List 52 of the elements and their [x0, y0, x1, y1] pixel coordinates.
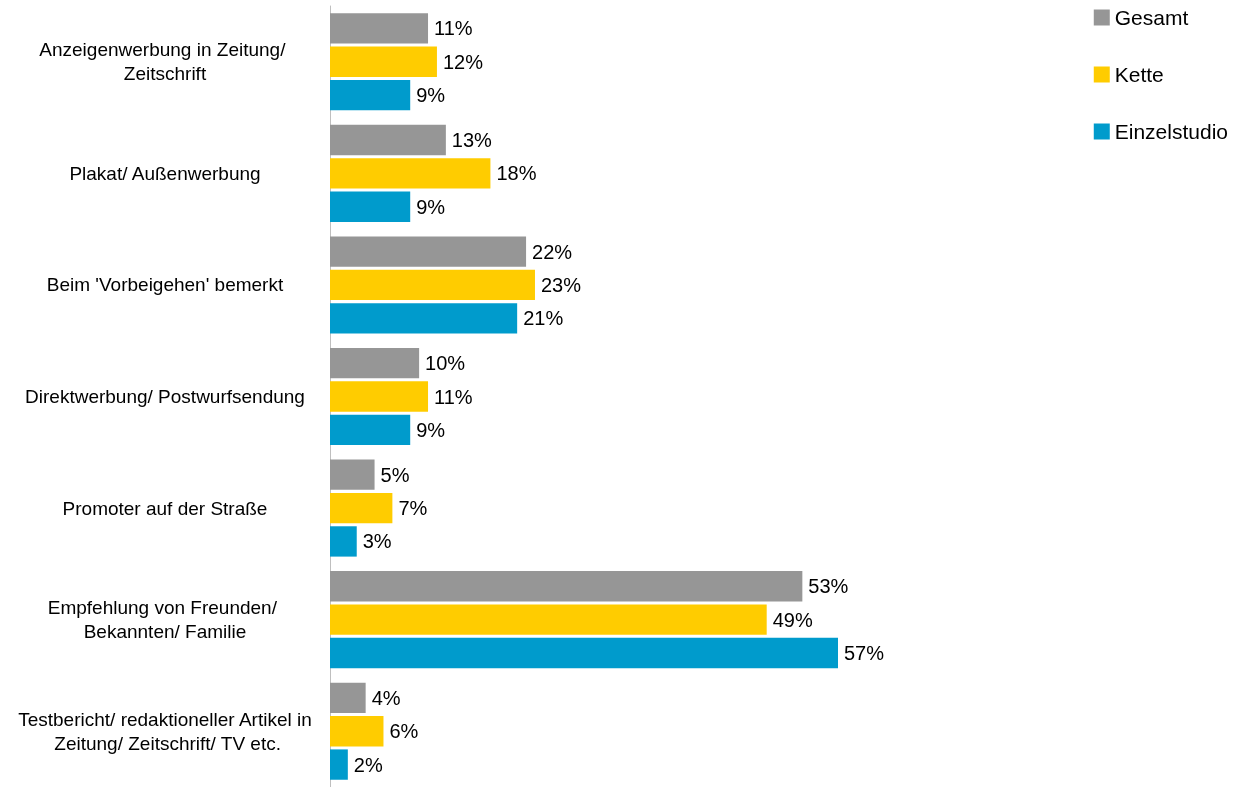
- bar: [330, 191, 411, 222]
- data-label: 10%: [425, 352, 466, 375]
- data-label: 5%: [380, 463, 410, 486]
- data-label: 22%: [532, 240, 573, 263]
- bar: [330, 303, 518, 334]
- legend-label: Gesamt: [1114, 6, 1189, 29]
- data-label: 11%: [434, 385, 473, 408]
- bar: [330, 236, 527, 267]
- legend-label: Kette: [1114, 63, 1164, 86]
- data-label: 6%: [389, 720, 419, 743]
- bar: [330, 526, 357, 557]
- y-tick-label: Beim 'Vorbeigehen' bemerkt: [46, 274, 284, 296]
- bar: [330, 571, 803, 602]
- bar: [330, 124, 446, 156]
- data-label: 21%: [523, 307, 564, 330]
- data-label: 13%: [451, 128, 493, 151]
- bar: [330, 269, 535, 301]
- y-tick-label: Promoter auf der Straße: [62, 497, 268, 519]
- data-label: 49%: [772, 608, 813, 631]
- data-label: 9%: [416, 84, 446, 107]
- data-label: 53%: [808, 575, 849, 598]
- bar: [330, 79, 411, 111]
- bar: [330, 347, 420, 379]
- data-label: 23%: [540, 273, 582, 296]
- bar: [330, 604, 767, 635]
- bar: [330, 459, 375, 490]
- y-tick-label: Testbericht/ redaktioneller Artikel in Zeitung/ Zeitschrift/ TV etc.: [18, 708, 312, 754]
- bar: [330, 414, 411, 446]
- data-label: 3%: [362, 530, 392, 553]
- bar: [330, 158, 491, 189]
- legend-label: Einzelstudio: [1114, 120, 1228, 143]
- data-label: 12%: [442, 50, 484, 73]
- data-label: 7%: [398, 497, 428, 520]
- y-tick-label: Anzeigenwerbung in Zeitung/ Zeitschrift: [39, 39, 291, 85]
- y-tick-label: Plakat/ Außenwerbung: [69, 162, 261, 184]
- data-label: 18%: [496, 162, 537, 185]
- bar: [330, 637, 838, 669]
- bar: [330, 716, 384, 747]
- bar: [330, 381, 429, 412]
- y-tick-label: Direktwerbung/ Postwurfsendung: [25, 386, 305, 407]
- bar: [330, 492, 393, 524]
- data-label: 57%: [844, 642, 885, 665]
- bar: [330, 46, 437, 77]
- data-label: 11%: [434, 17, 473, 40]
- bar: [330, 682, 366, 714]
- data-label: 9%: [416, 418, 446, 441]
- bar: [330, 13, 429, 44]
- data-label: 2%: [353, 753, 383, 776]
- bar: [330, 749, 348, 780]
- data-label: 4%: [371, 686, 401, 709]
- data-label: 9%: [416, 195, 446, 218]
- y-tick-label: Empfehlung von Freunden/ Bekannten/ Familie: [47, 597, 283, 643]
